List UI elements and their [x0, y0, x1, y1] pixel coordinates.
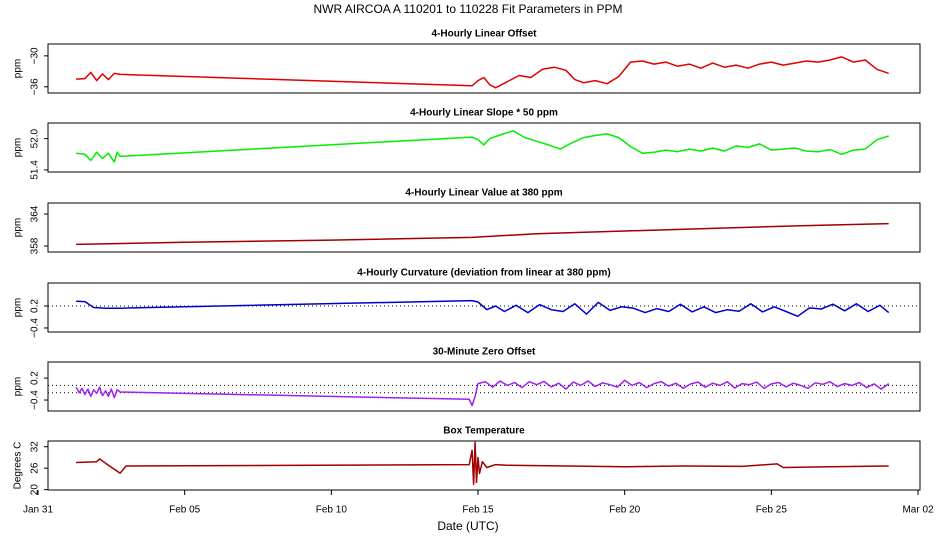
main-title: NWR AIRCOA A 110201 to 110228 Fit Parame… [313, 2, 622, 16]
plot-frame [47, 202, 921, 253]
y-tick-label: 51.4 [30, 160, 41, 180]
data-line [76, 299, 890, 318]
y-tick-label: 358 [30, 237, 41, 254]
data-line [75, 379, 890, 407]
data-line [76, 441, 889, 486]
panel-title: 4-Hourly Linear Value at 380 ppm [405, 188, 562, 199]
y-axis-label: ppm [13, 138, 24, 157]
x-tick-label: Feb 05 [169, 505, 201, 516]
y-tick-label: 26 [30, 462, 41, 474]
plot-frame [47, 43, 921, 94]
data-line [76, 222, 889, 246]
x-tick-label: Jan 31 [23, 505, 53, 516]
y-tick-label: 0.2 [30, 371, 41, 385]
y-tick-label: 32 [30, 441, 41, 453]
x-tick-label: Mar 02 [902, 505, 934, 516]
y-tick-label: 20 [30, 484, 41, 496]
y-axis-label: ppm [13, 218, 24, 237]
x-tick-label: Feb 20 [609, 505, 641, 516]
panel-title: Box Temperature [443, 426, 525, 437]
panel-title: 4-Hourly Linear Slope * 50 ppm [410, 108, 558, 119]
plot-frame [47, 361, 921, 412]
plot-frame [47, 440, 921, 491]
panel-title: 30-Minute Zero Offset [433, 347, 536, 358]
y-tick-label: −30 [30, 47, 41, 64]
data-line [76, 56, 889, 89]
y-tick-label: −36 [30, 78, 41, 95]
y-tick-label: 364 [30, 205, 41, 222]
y-tick-label: 0.2 [30, 299, 41, 313]
y-axis-label: ppm [13, 377, 24, 396]
panel-title: 4-Hourly Linear Offset [431, 29, 537, 40]
panel-title: 4-Hourly Curvature (deviation from linea… [357, 268, 610, 279]
plot-frame [47, 282, 921, 333]
y-tick-label: −0.4 [30, 390, 41, 410]
y-tick-label: −0.4 [30, 318, 41, 338]
y-axis-label: ppm [13, 59, 24, 78]
y-axis-label: ppm [13, 298, 24, 317]
x-tick-label: Feb 10 [316, 505, 348, 516]
data-line [76, 130, 889, 163]
x-tick-label: Feb 15 [462, 505, 494, 516]
x-axis-label: Date (UTC) [437, 519, 498, 533]
plot-frame [47, 122, 921, 173]
y-tick-label: 52.0 [30, 128, 41, 148]
y-axis-label: Degrees C [13, 442, 24, 490]
x-tick-label: Feb 25 [756, 505, 788, 516]
